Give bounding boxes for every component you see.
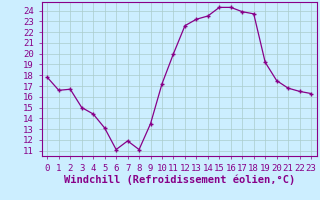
X-axis label: Windchill (Refroidissement éolien,°C): Windchill (Refroidissement éolien,°C): [64, 174, 295, 185]
